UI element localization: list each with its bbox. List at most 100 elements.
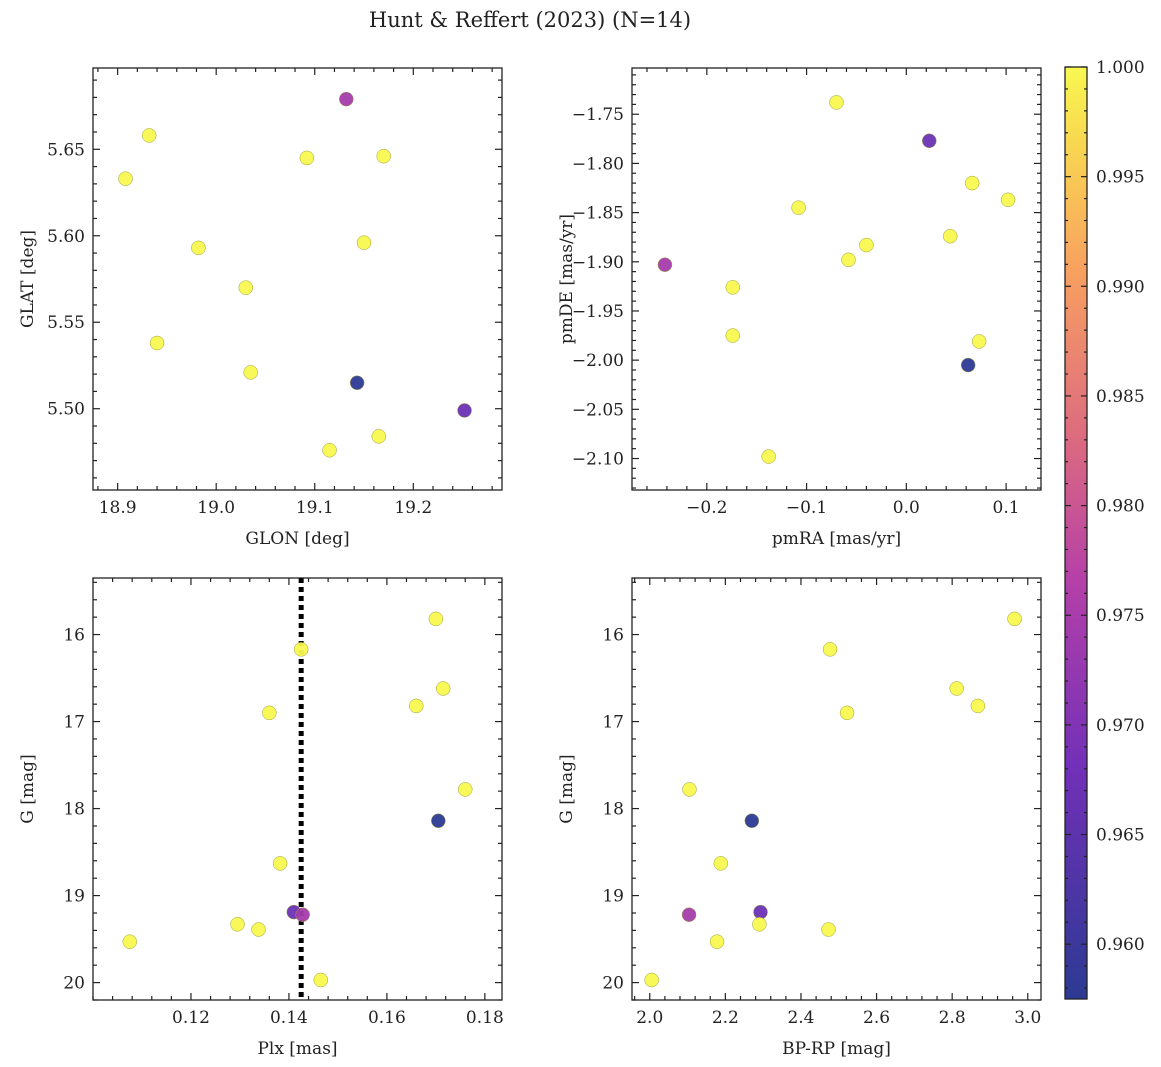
y-tick-label: −1.80 bbox=[572, 154, 624, 174]
data-point bbox=[761, 449, 776, 464]
data-point bbox=[141, 128, 157, 143]
x-tick-label: 2.8 bbox=[939, 1008, 966, 1028]
data-point bbox=[118, 171, 133, 186]
y-tick-label: −2.10 bbox=[572, 450, 624, 470]
data-point bbox=[409, 698, 424, 714]
x-tick-label: 2.6 bbox=[863, 1008, 890, 1028]
data-point bbox=[457, 403, 472, 418]
x-tick-label: 18.9 bbox=[99, 498, 137, 518]
data-point bbox=[295, 907, 310, 922]
y-tick-label: 16 bbox=[602, 626, 624, 646]
data-point bbox=[744, 813, 760, 829]
data-point bbox=[349, 375, 365, 391]
data-point bbox=[191, 240, 206, 256]
panel-pmra-pmde: −0.2 −0.1 0.0 0.1 −2.10 −2.05 −2.00 −1.95 −1.90 −… bbox=[557, 67, 1042, 549]
data-point bbox=[299, 150, 315, 166]
y-tick-label: 17 bbox=[602, 713, 624, 733]
x-tick-label: −0.1 bbox=[786, 498, 827, 518]
data-point bbox=[428, 611, 444, 627]
y-tick-label: 5.55 bbox=[47, 313, 85, 333]
colorbar-gradient bbox=[1065, 67, 1087, 999]
colorbar-tick-label: 0.975 bbox=[1096, 606, 1145, 626]
y-tick-label: −2.05 bbox=[572, 400, 624, 420]
x-tick-label: 19.1 bbox=[296, 498, 334, 518]
x-tick-label: 0.1 bbox=[993, 498, 1020, 518]
y-tick-label: 16 bbox=[63, 626, 85, 646]
data-point bbox=[709, 934, 725, 949]
x-axis-label: Plx [mas] bbox=[257, 1039, 337, 1059]
colorbar-tick-label: 0.965 bbox=[1096, 826, 1145, 846]
data-point bbox=[949, 681, 964, 696]
data-point bbox=[841, 252, 856, 268]
x-tick-label: 0.12 bbox=[172, 1008, 210, 1028]
x-axis-label: BP-RP [mag] bbox=[782, 1039, 891, 1059]
data-point bbox=[922, 133, 937, 149]
x-tick-label: 0.18 bbox=[466, 1008, 504, 1028]
data-point bbox=[753, 904, 768, 920]
data-point bbox=[960, 357, 976, 373]
data-point bbox=[752, 917, 767, 932]
y-tick-label: −2.00 bbox=[572, 351, 624, 371]
x-tick-label: 19.2 bbox=[394, 498, 432, 518]
axes-frame bbox=[631, 577, 1042, 1001]
data-point bbox=[644, 972, 659, 988]
data-point bbox=[435, 681, 451, 696]
y-tick-label: 18 bbox=[63, 800, 85, 820]
panel-glon-glat: 18.9 19.0 19.1 19.2 5.50 5.55 5.60 5.65 GLON [de… bbox=[18, 67, 503, 549]
colorbar-tick-label: 0.980 bbox=[1096, 497, 1145, 517]
data-point bbox=[829, 95, 844, 110]
data-point bbox=[791, 200, 806, 215]
data-point bbox=[356, 235, 372, 250]
y-tick-label: 18 bbox=[602, 800, 624, 820]
x-tick-label: −0.2 bbox=[686, 498, 727, 518]
data-point bbox=[122, 934, 137, 949]
y-tick-label: 19 bbox=[602, 887, 624, 907]
data-point bbox=[1007, 611, 1022, 627]
data-point bbox=[313, 972, 329, 988]
colorbar: 0.960 0.965 0.970 0.975 0.980 0.985 0.990 0.995… bbox=[1064, 58, 1145, 1000]
panel-bprp-g: 2.0 2.2 2.4 2.6 2.8 3.0 16 17 18 19 20 BP-RP [mag] G… bbox=[557, 577, 1042, 1059]
colorbar-tick-label: 0.995 bbox=[1096, 168, 1145, 188]
x-tick-label: 0.0 bbox=[893, 498, 920, 518]
data-point bbox=[657, 257, 673, 272]
y-tick-label: 17 bbox=[63, 713, 85, 733]
x-tick-label: 19.0 bbox=[197, 498, 235, 518]
data-point bbox=[1000, 192, 1016, 208]
y-tick-label: 19 bbox=[63, 887, 85, 907]
y-tick-label: 5.60 bbox=[47, 227, 85, 247]
y-tick-label: 5.50 bbox=[47, 400, 85, 420]
y-tick-label: −1.90 bbox=[572, 253, 624, 273]
data-point bbox=[971, 334, 987, 349]
data-point bbox=[251, 922, 266, 937]
data-point bbox=[458, 782, 473, 797]
data-point bbox=[431, 813, 446, 829]
data-point bbox=[725, 328, 741, 343]
colorbar-tick-label: 1.000 bbox=[1096, 58, 1145, 78]
data-point bbox=[149, 335, 165, 351]
colorbar-tick-label: 0.985 bbox=[1096, 387, 1145, 407]
y-tick-label: 20 bbox=[63, 974, 85, 994]
data-point bbox=[272, 856, 288, 871]
x-axis-label: GLON [deg] bbox=[245, 529, 349, 549]
data-point bbox=[970, 698, 986, 714]
data-point bbox=[262, 705, 277, 721]
y-tick-label: −1.75 bbox=[572, 105, 624, 125]
y-tick-label: −1.95 bbox=[572, 302, 624, 322]
data-point bbox=[821, 922, 836, 937]
data-point bbox=[238, 280, 254, 295]
data-point bbox=[681, 907, 697, 922]
x-tick-label: 2.2 bbox=[712, 1008, 739, 1028]
y-axis-label: pmDE [mas/yr] bbox=[557, 214, 577, 344]
data-point bbox=[339, 91, 354, 107]
y-tick-label: 20 bbox=[602, 974, 624, 994]
x-tick-label: 0.16 bbox=[368, 1008, 406, 1028]
y-tick-label: 5.65 bbox=[47, 140, 85, 160]
axes-frame bbox=[92, 577, 503, 1001]
colorbar-tick-label: 0.990 bbox=[1096, 277, 1145, 297]
x-tick-label: 3.0 bbox=[1014, 1008, 1041, 1028]
data-point bbox=[822, 642, 838, 657]
data-point bbox=[964, 175, 980, 191]
data-point bbox=[230, 917, 245, 932]
data-point bbox=[725, 280, 741, 295]
